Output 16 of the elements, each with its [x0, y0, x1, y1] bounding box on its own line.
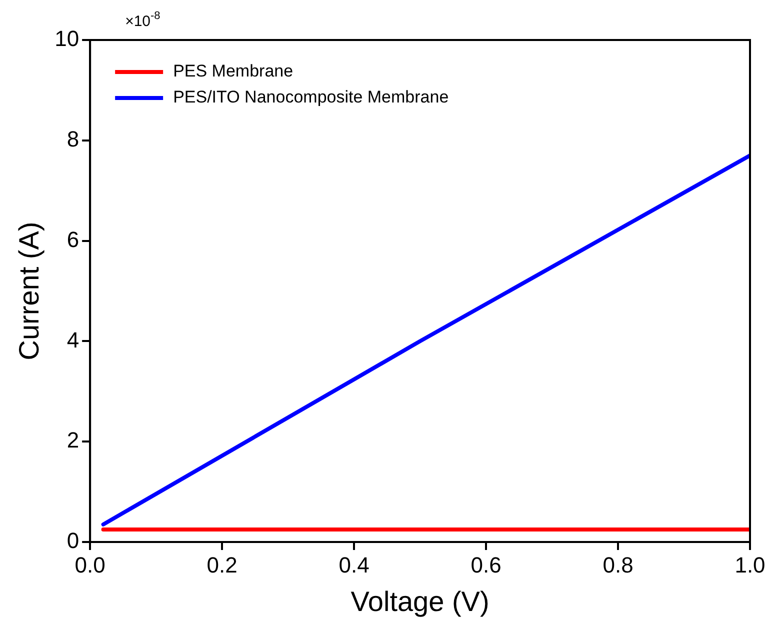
y-tick-label: 6 [66, 226, 80, 252]
x-tick-label: 0.4 [338, 552, 370, 578]
y-tick-label: 8 [66, 126, 80, 152]
y-tick-label: 10 [54, 26, 80, 52]
x-axis-title: Voltage (V) [350, 586, 490, 617]
y-tick-label: 0 [66, 528, 80, 554]
y-tick-label: 4 [66, 327, 80, 352]
x-tick-label: 0.6 [470, 552, 502, 578]
x-tick-label: 0.0 [74, 552, 106, 578]
legend-label: PES/ITO Nanocomposite Membrane [173, 88, 449, 107]
y-tick-label: 2 [66, 428, 80, 453]
x-tick-label: 0.2 [206, 552, 238, 578]
y-axis-title: Current (A) [14, 222, 45, 360]
x-tick-label: 0.8 [602, 552, 634, 578]
legend-label: PES Membrane [173, 62, 294, 81]
x-tick-label: 1.0 [734, 552, 766, 578]
